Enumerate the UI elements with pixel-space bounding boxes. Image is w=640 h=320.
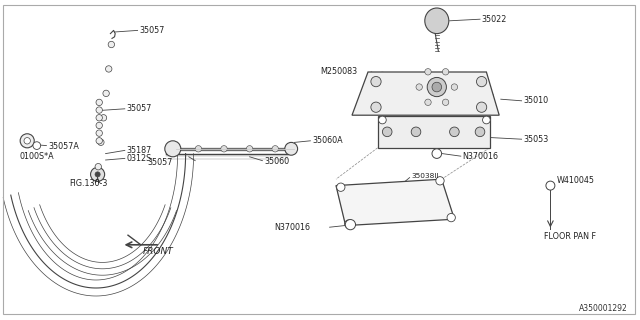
Text: N370016: N370016	[463, 152, 499, 161]
Circle shape	[449, 127, 460, 137]
Text: 35057: 35057	[147, 158, 173, 167]
Circle shape	[383, 127, 392, 137]
Circle shape	[412, 127, 421, 137]
Circle shape	[475, 127, 485, 137]
Text: FRONT: FRONT	[143, 247, 173, 256]
Circle shape	[96, 115, 102, 121]
Circle shape	[436, 177, 444, 185]
Text: 35038II: 35038II	[412, 173, 439, 179]
Text: 35053: 35053	[524, 135, 548, 144]
Circle shape	[24, 138, 31, 144]
Circle shape	[346, 220, 356, 230]
Circle shape	[378, 72, 387, 81]
Circle shape	[442, 68, 449, 75]
Circle shape	[425, 68, 431, 75]
Circle shape	[96, 107, 102, 113]
Polygon shape	[352, 72, 499, 115]
Text: 35057A: 35057A	[48, 142, 79, 151]
Circle shape	[476, 76, 486, 87]
Circle shape	[33, 142, 41, 149]
Circle shape	[96, 99, 102, 106]
Circle shape	[546, 181, 555, 190]
Circle shape	[95, 164, 102, 170]
Circle shape	[285, 142, 298, 155]
Circle shape	[447, 213, 456, 222]
Circle shape	[344, 220, 353, 228]
Circle shape	[20, 134, 35, 148]
Text: 35060: 35060	[264, 157, 289, 166]
Text: N370016: N370016	[275, 223, 310, 232]
Circle shape	[371, 102, 381, 112]
Circle shape	[98, 139, 104, 146]
Circle shape	[337, 183, 345, 191]
Text: FIG.130-3: FIG.130-3	[69, 179, 107, 188]
Text: 35187: 35187	[127, 146, 152, 155]
Circle shape	[483, 116, 490, 124]
Text: 35022: 35022	[481, 15, 507, 24]
Circle shape	[442, 99, 449, 106]
Circle shape	[425, 99, 431, 106]
Circle shape	[379, 116, 387, 124]
Polygon shape	[378, 116, 490, 148]
Text: A350001292: A350001292	[579, 304, 627, 313]
Circle shape	[195, 146, 202, 152]
Circle shape	[103, 90, 109, 97]
Text: W410045: W410045	[557, 176, 595, 185]
Circle shape	[221, 146, 227, 152]
Text: 35010: 35010	[524, 96, 548, 105]
Ellipse shape	[425, 8, 449, 34]
Circle shape	[96, 122, 102, 129]
Circle shape	[246, 146, 253, 152]
Text: FLOOR PAN F: FLOOR PAN F	[544, 232, 596, 241]
Circle shape	[96, 130, 102, 136]
Circle shape	[96, 138, 102, 144]
Circle shape	[432, 149, 442, 158]
Circle shape	[106, 66, 112, 72]
Circle shape	[100, 115, 107, 121]
Circle shape	[91, 167, 104, 181]
Circle shape	[371, 76, 381, 87]
Text: M250083: M250083	[320, 67, 357, 76]
Text: 35057: 35057	[127, 104, 152, 113]
Polygon shape	[336, 179, 454, 226]
Text: 35060A: 35060A	[312, 136, 342, 145]
Text: 35057: 35057	[140, 26, 164, 35]
Circle shape	[476, 102, 486, 112]
Circle shape	[108, 41, 115, 48]
Text: 0100S*A: 0100S*A	[20, 152, 54, 161]
Circle shape	[165, 141, 181, 157]
Circle shape	[428, 77, 447, 97]
Circle shape	[416, 84, 422, 90]
Circle shape	[272, 146, 278, 152]
Text: 0312S: 0312S	[127, 154, 152, 163]
Circle shape	[451, 84, 458, 90]
Circle shape	[432, 82, 442, 92]
Circle shape	[95, 172, 100, 177]
